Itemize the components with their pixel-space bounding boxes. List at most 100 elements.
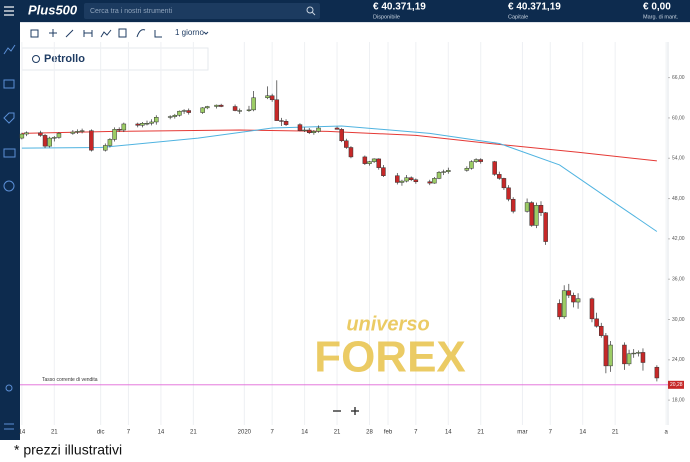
candle-body [395, 175, 400, 183]
candle-body [404, 177, 409, 182]
candle-body [269, 95, 275, 101]
candle-body [265, 95, 270, 99]
chart: 14 21 dic 7 14 21 2020 7 14 21 28 feb 7 14 21 mar 7 14 21 a… [19, 42, 685, 436]
account-value: € 40.371,19 [508, 2, 561, 13]
candle-body [70, 131, 76, 134]
current-price-tag [668, 380, 684, 389]
candle-body [121, 123, 127, 131]
candle-body [177, 110, 182, 116]
candle-body [408, 177, 414, 180]
candle-body [399, 180, 405, 183]
candle-body [339, 129, 344, 142]
candle-body [279, 120, 284, 122]
account-value: € 40.371,19 [373, 2, 426, 13]
footnote: * prezzi illustrativi [14, 442, 122, 458]
candle-body [154, 117, 159, 123]
search-placeholder: Cerca tra i nostri strumenti [90, 8, 173, 15]
candle-body [599, 325, 604, 336]
candle-body [47, 137, 52, 147]
y-tick-label: 48,00 [672, 196, 685, 202]
candle-body [140, 123, 145, 126]
candle-body [334, 127, 340, 130]
candle-body [636, 352, 641, 354]
candle-body [274, 99, 280, 121]
candle-body [543, 212, 548, 242]
x-tick-label: 28 [366, 430, 373, 436]
info-icon[interactable] [32, 55, 40, 63]
candle-body [38, 132, 43, 136]
candle-body [348, 147, 354, 158]
logo: Plus500 [28, 2, 78, 17]
candle-body [89, 130, 94, 151]
candle-body [246, 109, 252, 111]
current-price-caption: Tasso corrente di vendita [42, 377, 98, 383]
sidebar [0, 22, 20, 440]
search-box[interactable] [84, 3, 320, 19]
x-tick-label: 21 [190, 430, 197, 436]
x-tick-label: dic [97, 430, 105, 436]
candle-body [52, 137, 57, 139]
candle-body [79, 130, 85, 132]
toolbar-icons[interactable] [30, 28, 209, 38]
candle-body [181, 110, 187, 112]
x-tick-label: 21 [612, 430, 619, 436]
candle-body [56, 133, 62, 138]
candle-body [232, 106, 238, 111]
candle-body [538, 205, 544, 213]
candle-body [144, 123, 150, 125]
y-tick-label: 42,00 [672, 236, 685, 242]
period-selector[interactable]: 1 giorno [175, 28, 204, 37]
candle-body [103, 145, 108, 151]
x-tick-label: feb [384, 430, 393, 436]
y-tick-label: 54,00 [672, 156, 685, 162]
watermark: universo [346, 313, 429, 335]
x-tick-label: 7 [127, 430, 131, 436]
instrument-name: Petrollo [44, 53, 85, 65]
y-tick-label: 30,00 [672, 317, 685, 323]
x-tick-label: 21 [477, 430, 484, 436]
candle-body [557, 303, 562, 318]
candle-body [42, 135, 48, 147]
candle-body [626, 353, 632, 365]
candle-body [464, 168, 470, 171]
candle-body [302, 129, 307, 132]
candle-body [371, 158, 377, 162]
candle-body [427, 181, 433, 184]
x-tick-label: mar [517, 430, 527, 436]
menu-icon[interactable] [4, 6, 14, 16]
candle-body [432, 178, 437, 184]
zoom-buttons[interactable] [333, 407, 359, 415]
candle-body [218, 104, 224, 107]
candle-body [506, 187, 511, 200]
search-icon[interactable] [306, 6, 316, 16]
candle-body [594, 318, 599, 327]
candle-body [381, 167, 386, 176]
x-tick-label: 14 [445, 430, 452, 436]
moving-average [21, 125, 658, 232]
candle-body [237, 110, 242, 112]
candle-body [107, 139, 113, 146]
candle-body [571, 295, 576, 303]
candle-body [297, 124, 303, 131]
candle-body [306, 129, 312, 133]
candle-body [478, 159, 483, 162]
candle-body [631, 352, 636, 355]
candle-body [75, 131, 80, 133]
candle-body [473, 159, 479, 162]
candle-body [376, 158, 382, 168]
x-tick-label: 7 [549, 430, 553, 436]
candle-body [497, 174, 502, 179]
footer [0, 440, 690, 462]
candle-body [172, 114, 178, 117]
candle-body [362, 156, 368, 164]
candle-body [640, 352, 646, 363]
watermark: FOREX [314, 333, 466, 382]
candle-body [589, 298, 595, 320]
candle-body [413, 179, 419, 183]
y-tick-label: 60,00 [672, 115, 685, 121]
y-tick-label: 18,00 [672, 397, 685, 403]
account-label: Marg. di mant. [643, 14, 679, 20]
y-tick-label: 66,00 [672, 75, 685, 81]
sidebar-icons[interactable] [3, 44, 16, 430]
candle-body [311, 131, 317, 133]
